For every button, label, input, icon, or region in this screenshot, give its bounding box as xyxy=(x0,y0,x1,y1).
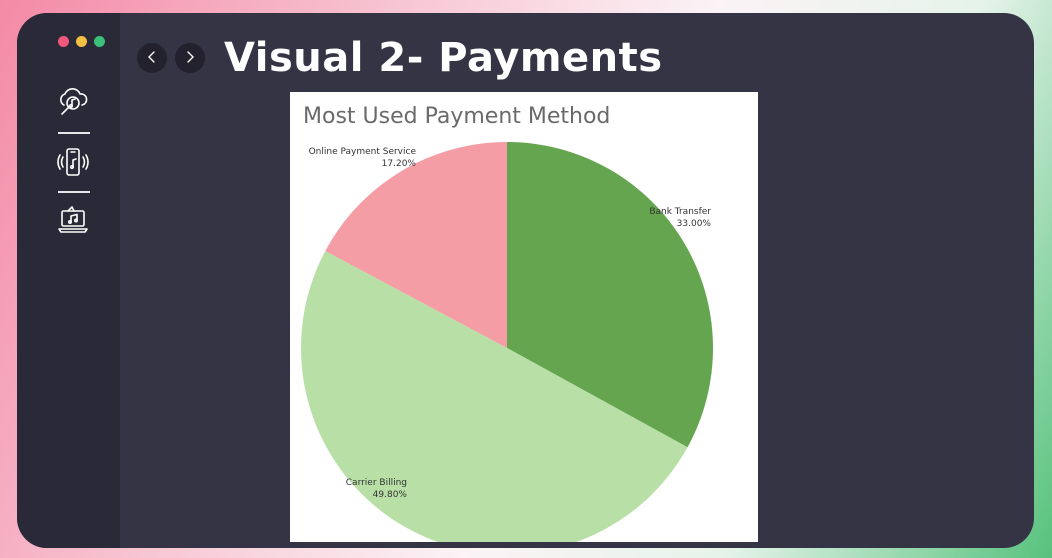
slice-value-label: 33.00% xyxy=(677,219,712,229)
pie-chart: Bank Transfer 33.00% Carrier Billing 49.80%… xyxy=(301,142,713,542)
slice-value-label: 49.80% xyxy=(373,490,408,500)
slice-value-label: 17.20% xyxy=(382,159,417,169)
cloud-music-search-icon[interactable] xyxy=(56,85,90,119)
slice-label: Bank Transfer xyxy=(649,207,711,217)
phone-music-icon[interactable] xyxy=(56,145,90,179)
laptop-music-icon[interactable] xyxy=(56,203,90,237)
slice-label: Online Payment Service xyxy=(309,147,417,157)
sidebar-divider xyxy=(58,191,90,193)
app-window: Visual 2- Payments Most Used Payment Met… xyxy=(17,13,1034,548)
slice-label: Carrier Billing xyxy=(346,478,407,488)
pie-slice-bank-transfer xyxy=(507,142,713,448)
chart-card: Most Used Payment Method Bank Transfer 33… xyxy=(290,92,758,542)
close-dot[interactable] xyxy=(58,36,69,47)
chevron-right-icon xyxy=(183,49,197,68)
page-title: Visual 2- Payments xyxy=(224,35,663,81)
pie-slice-online-payment-service xyxy=(325,142,507,348)
sidebar-divider xyxy=(58,132,90,134)
pie-slice-carrier-billing xyxy=(301,251,688,542)
chevron-left-icon xyxy=(145,49,159,68)
chart-title: Most Used Payment Method xyxy=(303,104,611,129)
maximize-dot[interactable] xyxy=(94,36,105,47)
minimize-dot[interactable] xyxy=(76,36,87,47)
window-controls xyxy=(58,36,105,47)
back-button[interactable] xyxy=(137,43,167,73)
sidebar xyxy=(17,13,120,548)
forward-button[interactable] xyxy=(175,43,205,73)
